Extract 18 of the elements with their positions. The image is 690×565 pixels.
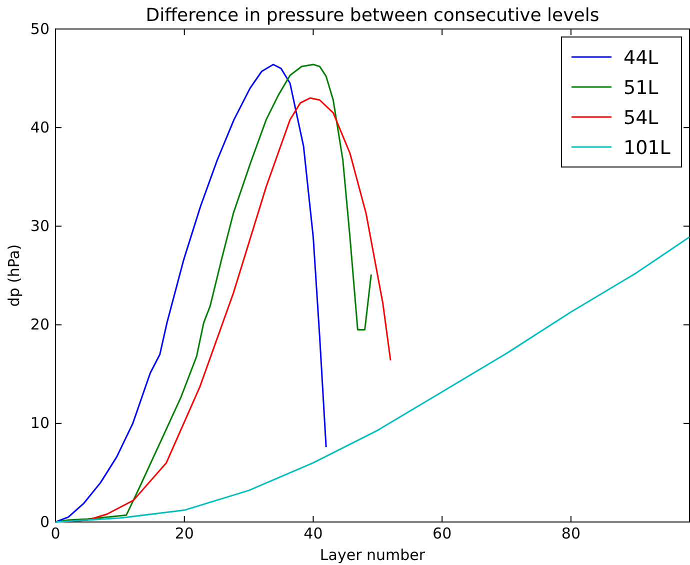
x-tick-label: 60 [432,524,452,543]
y-tick-label: 50 [30,20,50,38]
legend-label: 44L [624,47,659,69]
y-axis-title: dp (hPa) [5,244,23,307]
legend-label: 51L [624,77,659,99]
legend-label: 101L [624,137,671,159]
y-tick-label: 10 [30,414,50,432]
chart-title: Difference in pressure between consecutive levels [146,5,600,26]
x-tick-label: 80 [561,524,580,543]
x-tick-label: 20 [174,524,194,543]
y-tick-label: 30 [30,217,50,235]
line-series [54,236,690,523]
y-tick-label: 20 [30,316,50,334]
y-tick-label: 40 [30,118,50,136]
x-tick-label: 40 [304,524,323,543]
legend-label: 54L [624,107,659,129]
y-tick-label: 0 [40,512,50,531]
x-axis-title: Layer number [320,546,426,564]
